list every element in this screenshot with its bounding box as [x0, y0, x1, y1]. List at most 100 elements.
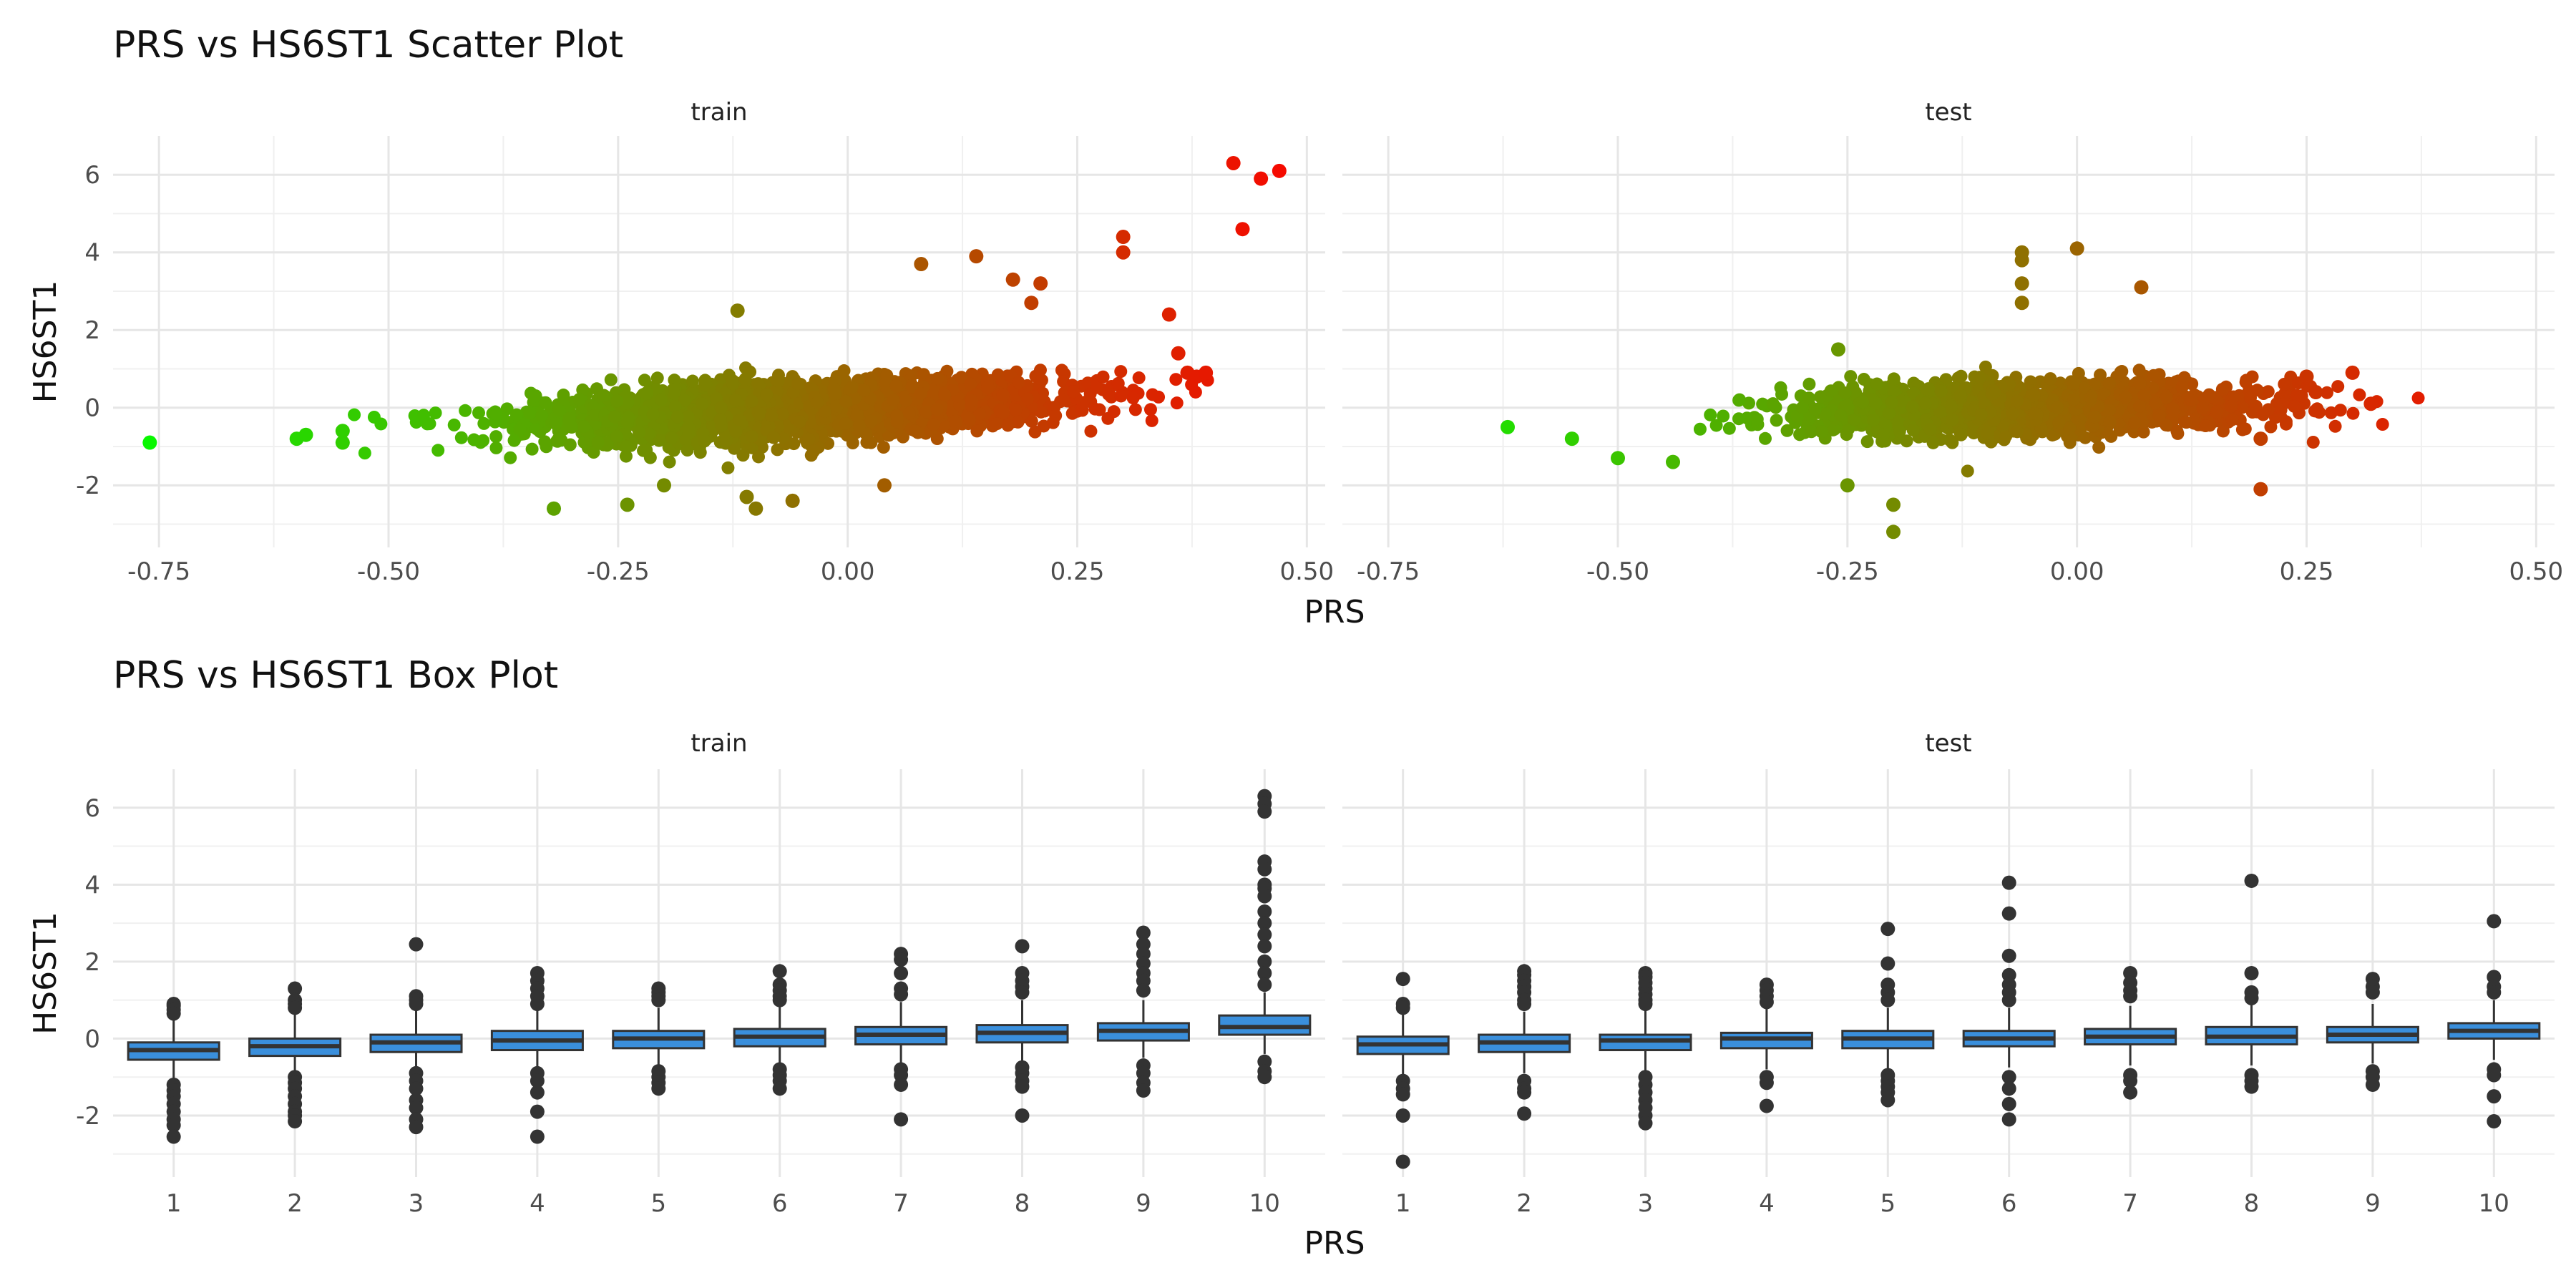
scatter-point: [709, 391, 723, 405]
scatter-point: [771, 374, 785, 388]
y-tick-label: 6: [84, 794, 100, 823]
box-outlier: [288, 1114, 303, 1129]
scatter-point: [610, 430, 623, 444]
scatter-point: [2063, 421, 2077, 435]
scatter-point: [620, 497, 635, 512]
scatter-point: [839, 417, 852, 431]
x-tick-label: 10: [2479, 1189, 2509, 1218]
box-outlier: [894, 952, 909, 967]
scatter-point: [2028, 406, 2041, 420]
box-outlier: [288, 1000, 303, 1015]
scatter-point: [1709, 419, 1723, 432]
scatter-point: [1780, 424, 1794, 437]
box-y-axis-label: HS6ST1: [27, 912, 64, 1035]
scatter-point: [2306, 435, 2320, 449]
scatter-point: [748, 501, 763, 516]
scatter-point: [880, 369, 894, 382]
scatter-point: [682, 421, 696, 434]
scatter-point: [1564, 431, 1579, 447]
scatter-point: [2069, 241, 2084, 256]
scatter-point: [459, 404, 472, 417]
scatter-point: [2128, 416, 2142, 429]
scatter-point: [1107, 405, 1121, 419]
scatter-point: [1028, 425, 1042, 439]
scatter-point: [565, 421, 578, 434]
scatter-point: [1774, 381, 1787, 394]
box-outlier: [1015, 939, 1030, 954]
scatter-point: [2363, 396, 2379, 411]
scatter-x-axis-label: PRS: [1304, 594, 1365, 630]
box-1: [1356, 972, 1450, 1169]
scatter-point: [1024, 296, 1039, 311]
scatter-point: [1111, 376, 1125, 390]
scatter-point: [1501, 419, 1515, 434]
scatter-point: [298, 427, 313, 442]
x-tick-label: 9: [2365, 1189, 2381, 1218]
scatter-point: [818, 404, 831, 418]
scatter-point: [1856, 395, 1870, 409]
scatter-point: [1838, 386, 1852, 400]
box-outlier: [2001, 1081, 2016, 1096]
scatter-point: [1893, 424, 1906, 438]
scatter-point: [604, 373, 618, 386]
y-tick-label: -2: [76, 472, 100, 500]
scatter-point: [678, 394, 691, 407]
box-outlier: [1759, 995, 1774, 1010]
box-outlier: [2244, 1079, 2259, 1094]
scatter-point: [807, 444, 821, 458]
x-tick-label: 5: [650, 1189, 666, 1218]
box-outlier: [1136, 925, 1151, 940]
scatter-point: [1849, 386, 1863, 399]
scatter-point: [1025, 414, 1038, 428]
scatter-point: [504, 451, 517, 464]
scatter-point: [1189, 385, 1202, 399]
box-5: [612, 981, 706, 1096]
scatter-point: [2133, 376, 2147, 390]
scatter-point: [2253, 431, 2268, 447]
x-tick-label: 0.25: [2280, 557, 2334, 586]
scatter-point: [665, 431, 678, 445]
scatter-point: [597, 389, 610, 402]
box-outlier: [1015, 1079, 1030, 1094]
scatter-point: [2227, 390, 2240, 404]
scatter-point: [2067, 393, 2081, 406]
scatter-point: [1946, 413, 1959, 426]
scatter-point: [1906, 424, 1920, 437]
scatter-point: [1143, 403, 1157, 416]
scatter-point: [508, 433, 522, 447]
box-outlier: [2244, 873, 2259, 888]
box-9: [1096, 925, 1190, 1098]
facet-strip-label: test: [1925, 729, 1971, 758]
y-tick-label: 4: [84, 871, 100, 899]
box-outlier: [1395, 1108, 1410, 1123]
scatter-point: [1766, 397, 1780, 411]
box-outlier: [2123, 1085, 2138, 1100]
x-tick-label: 7: [2122, 1189, 2138, 1218]
box-outlier: [2487, 1114, 2502, 1129]
scatter-point: [927, 418, 940, 431]
scatter-point: [523, 406, 537, 420]
scatter-point: [2346, 406, 2360, 420]
scatter-point: [1035, 374, 1048, 387]
scatter-point: [1808, 403, 1822, 416]
scatter-point: [1116, 230, 1131, 245]
scatter-point: [2067, 377, 2081, 391]
scatter-point: [745, 394, 758, 408]
scatter-point: [1867, 413, 1880, 426]
scatter-point: [2084, 391, 2097, 405]
scatter-point: [726, 377, 740, 391]
box-6: [1962, 875, 2056, 1127]
scatter-point: [2051, 401, 2064, 414]
scatter-point: [2160, 418, 2173, 431]
scatter-point: [640, 386, 653, 399]
scatter-point: [2353, 388, 2366, 401]
box-outlier: [2487, 1068, 2502, 1083]
x-tick-label: -0.75: [127, 557, 190, 586]
box-outlier: [1759, 1098, 1774, 1113]
scatter-point: [367, 410, 381, 424]
box-outlier: [409, 1101, 424, 1116]
scatter-point: [489, 430, 503, 444]
scatter-point: [1824, 384, 1838, 398]
scatter-point: [1818, 407, 1832, 421]
scatter-point: [963, 413, 977, 426]
